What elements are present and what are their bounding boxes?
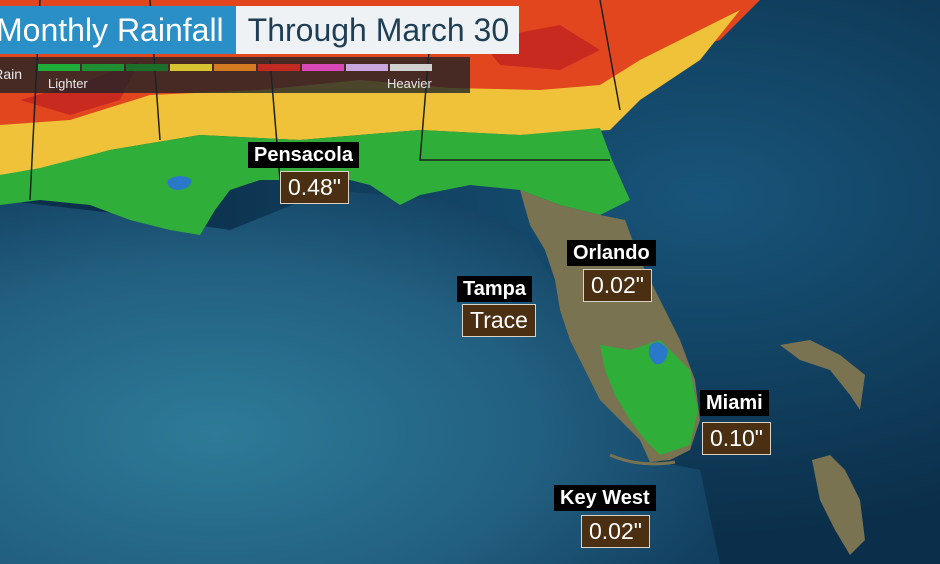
city-rainfall-key-west: 0.02"	[581, 515, 650, 548]
legend-swatch	[126, 64, 168, 71]
city-rainfall-pensacola: 0.48"	[280, 171, 349, 204]
city-rainfall-orlando: 0.02"	[583, 269, 652, 302]
legend-swatch	[214, 64, 256, 71]
legend-swatch	[390, 64, 432, 71]
city-name-pensacola: Pensacola	[248, 142, 359, 168]
city-name-miami: Miami	[700, 390, 769, 416]
bahamas-islands-north	[780, 340, 865, 410]
florida-keys	[609, 453, 676, 466]
legend-swatch	[346, 64, 388, 71]
map-title: Monthly Rainfall	[0, 6, 236, 54]
legend-color-scale	[38, 64, 432, 71]
city-name-tampa: Tampa	[457, 276, 532, 302]
city-name-orlando: Orlando	[567, 240, 656, 266]
legend-label: Rain	[0, 66, 22, 82]
map-subtitle: Through March 30	[235, 6, 520, 54]
gulf-of-mexico	[0, 190, 720, 564]
legend-swatch	[82, 64, 124, 71]
legend-swatch	[258, 64, 300, 71]
light-rain-area	[0, 128, 630, 235]
south-florida-rain	[600, 340, 698, 455]
city-name-key-west: Key West	[554, 485, 656, 511]
city-rainfall-miami: 0.10"	[702, 422, 771, 455]
legend-swatch	[38, 64, 80, 71]
legend-swatch	[302, 64, 344, 71]
lake-okeechobee	[648, 342, 668, 365]
lake-pontchartrain	[167, 176, 192, 190]
rainfall-legend: Rain Lighter Heavier	[0, 57, 470, 93]
city-rainfall-tampa: Trace	[462, 304, 536, 337]
legend-high-label: Heavier	[387, 76, 432, 91]
legend-low-label: Lighter	[48, 76, 88, 91]
bahamas-islands	[812, 455, 865, 555]
legend-swatch	[170, 64, 212, 71]
map-title-bar: Monthly Rainfall Through March 30	[0, 6, 520, 54]
